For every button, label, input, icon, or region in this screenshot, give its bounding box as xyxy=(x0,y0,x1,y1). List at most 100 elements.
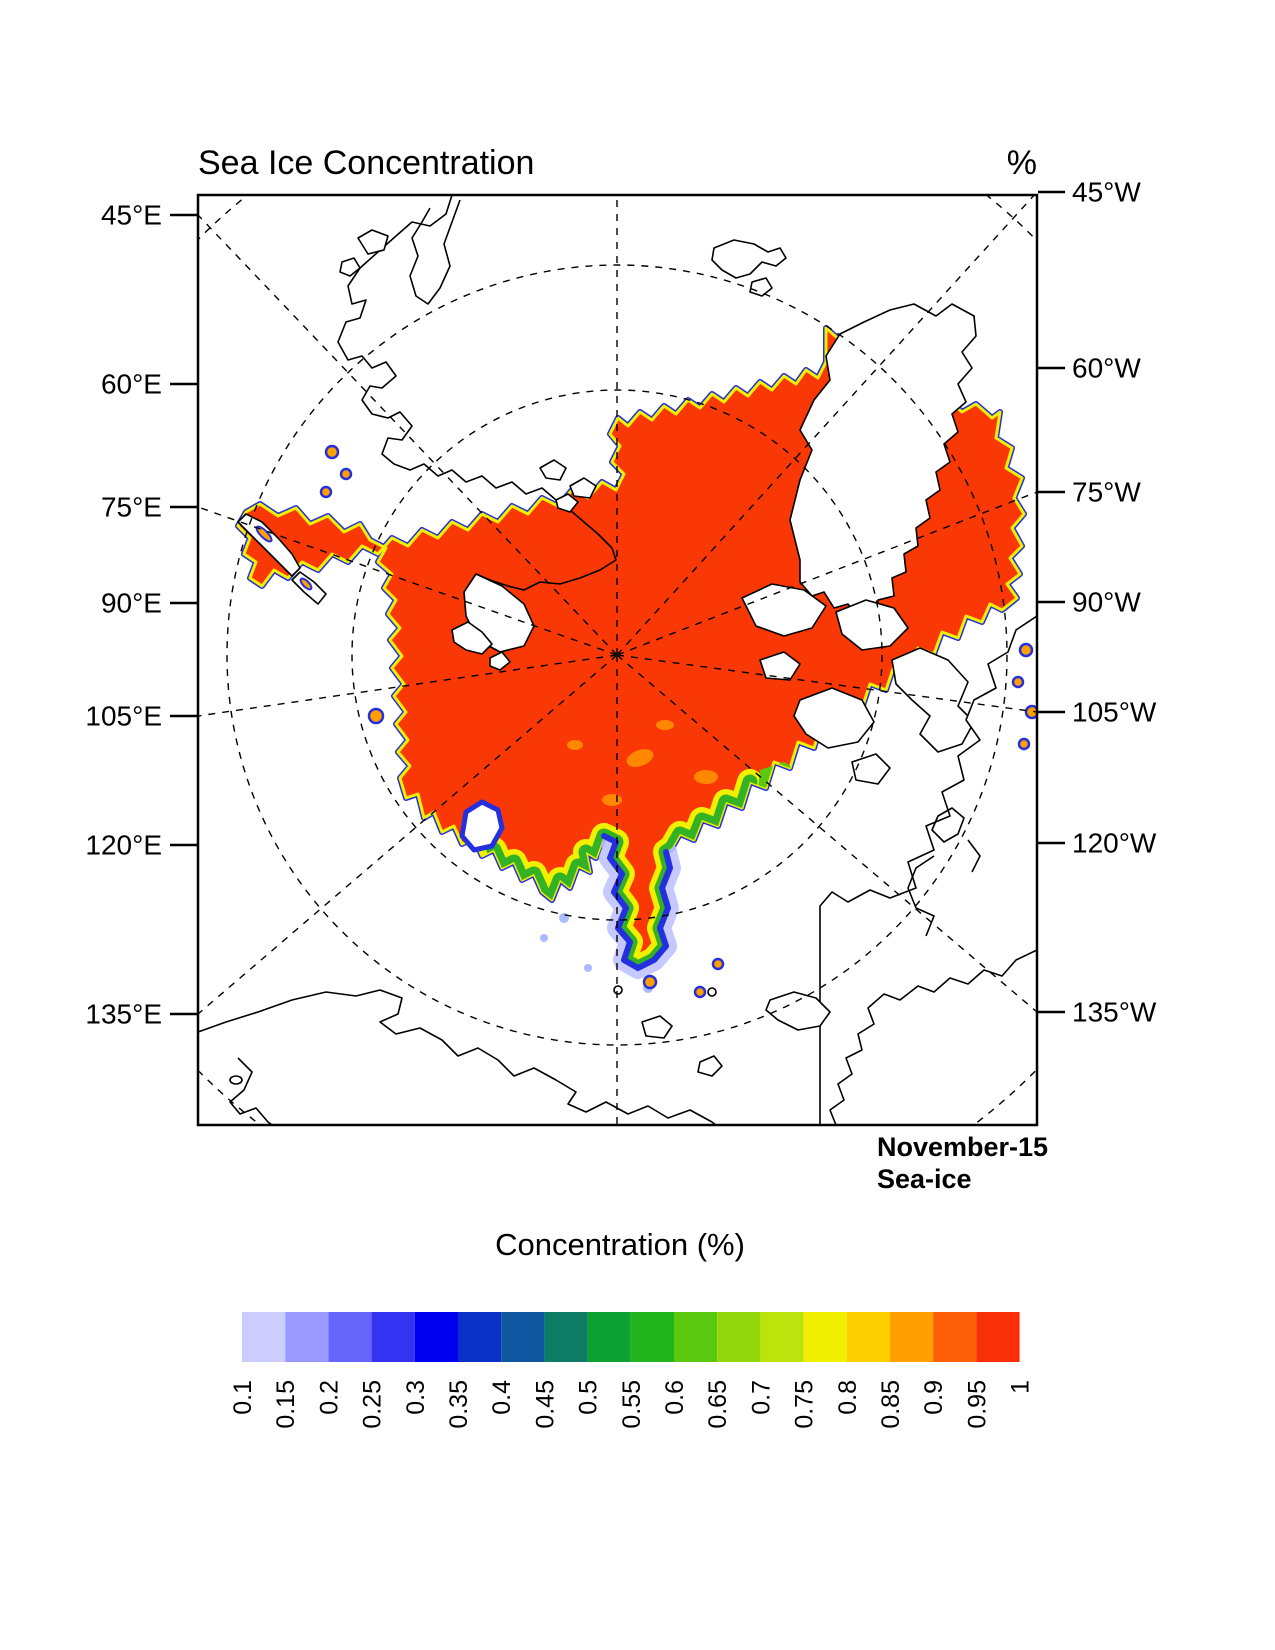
island-barents-2 xyxy=(339,257,361,277)
legend-label-10: 0.6 xyxy=(661,1380,689,1415)
map-frame xyxy=(196,193,1039,1127)
island-king-william xyxy=(851,753,891,785)
units-label: % xyxy=(1007,144,1037,182)
axis-label-75w: 75°W xyxy=(1072,477,1141,508)
coastline-hudson-bay xyxy=(907,855,935,937)
legend-label-15: 0.85 xyxy=(877,1380,905,1429)
legend-cell-4 xyxy=(414,1312,458,1362)
legend-cell-5 xyxy=(458,1312,502,1362)
meridian-lines xyxy=(198,195,1037,1125)
axis-label-45e: 45°E xyxy=(101,200,162,231)
island-severnaya-zemlya-1 xyxy=(451,621,493,655)
island-ellesmere xyxy=(741,583,827,637)
left-axis-labels: 45°E 60°E 75°E 90°E 105°E 120°E 135°E xyxy=(85,200,162,1030)
annotation-date: November-15 xyxy=(877,1132,1048,1162)
axis-label-90w: 90°W xyxy=(1072,587,1141,618)
coastline-chukotka xyxy=(198,989,717,1125)
island-franz-josef-1 xyxy=(539,459,567,481)
coastline-scandinavia-russia xyxy=(337,195,617,591)
island-nunivak xyxy=(697,1055,723,1077)
legend-label-13: 0.75 xyxy=(791,1380,819,1429)
legend-label-12: 0.7 xyxy=(747,1380,775,1415)
legend-cell-13 xyxy=(803,1312,847,1362)
coastline-gulf-of-bothnia xyxy=(409,199,461,305)
legend-label-6: 0.4 xyxy=(488,1380,516,1415)
right-axis xyxy=(1038,190,1065,1014)
island-devon xyxy=(835,599,909,651)
map-canvas xyxy=(198,195,1037,1125)
novaya-zemlya-ice-slivers xyxy=(255,525,313,591)
axis-label-135e: 135°E xyxy=(85,999,162,1030)
legend-label-5: 0.35 xyxy=(445,1380,473,1429)
island-king xyxy=(707,987,717,997)
island-prince-patrick xyxy=(759,651,801,681)
legend-label-7: 0.45 xyxy=(531,1380,559,1429)
legend-label-8: 0.5 xyxy=(575,1380,603,1415)
legend-tick-labels: 0.1 0.15 0.2 0.25 0.3 0.35 0.4 0.45 0.5 … xyxy=(229,1380,1035,1429)
axis-label-105e: 105°E xyxy=(85,701,162,732)
latitude-circle-80n xyxy=(351,389,883,921)
legend-label-14: 0.8 xyxy=(834,1380,862,1415)
island-diomede xyxy=(613,985,623,995)
legend-label-18: 1 xyxy=(1007,1380,1035,1394)
right-axis-labels: 45°W 60°W 75°W 90°W 105°W 120°W 135°W xyxy=(1072,177,1157,1028)
axis-label-90e: 90°E xyxy=(101,588,162,619)
island-wrangel xyxy=(459,799,505,853)
legend-label-11: 0.65 xyxy=(704,1380,732,1429)
land-masses xyxy=(198,195,1037,1125)
legend-title: Concentration (%) xyxy=(495,1227,745,1262)
legend-cell-3 xyxy=(371,1312,415,1362)
legend-cell-14 xyxy=(846,1312,890,1362)
legend-cell-16 xyxy=(933,1312,977,1362)
island-baffin xyxy=(891,647,975,753)
legend-cell-15 xyxy=(890,1312,934,1362)
legend-label-16: 0.9 xyxy=(920,1380,948,1415)
legend-cell-17 xyxy=(976,1312,1020,1362)
island-st-lawrence xyxy=(641,1015,673,1039)
bering-bay-blue-contour xyxy=(601,833,673,971)
legend-label-2: 0.2 xyxy=(315,1380,343,1415)
coastline-kamchatka xyxy=(229,1057,273,1125)
legend-label-17: 0.95 xyxy=(963,1380,991,1429)
axis-label-75e: 75°E xyxy=(101,492,162,523)
page-title: Sea Ice Concentration xyxy=(198,144,534,182)
latitude-circle-75n xyxy=(226,264,1008,1046)
axis-label-135w: 135°W xyxy=(1072,997,1157,1028)
legend-cell-11 xyxy=(717,1312,761,1362)
legend-label-0: 0.1 xyxy=(229,1380,257,1415)
legend-cell-10 xyxy=(674,1312,718,1362)
island-barents-1 xyxy=(357,229,389,255)
legend-cell-6 xyxy=(501,1312,545,1362)
axis-label-45w: 45°W xyxy=(1072,177,1141,208)
coastline-foxe-basin xyxy=(967,839,981,873)
legend-cell-8 xyxy=(587,1312,631,1362)
graticule xyxy=(198,195,1037,1125)
legend-label-9: 0.55 xyxy=(618,1380,646,1429)
legend-colorbar xyxy=(242,1312,1020,1362)
chukchi-yellow-patch xyxy=(770,770,798,794)
island-victoria xyxy=(793,687,875,749)
legend-cell-0 xyxy=(242,1312,286,1362)
axis-label-105w: 105°W xyxy=(1072,697,1157,728)
island-franz-josef-3 xyxy=(555,493,579,513)
legend-cell-2 xyxy=(328,1312,372,1362)
legend-cell-12 xyxy=(760,1312,804,1362)
coastline-alaska xyxy=(829,949,1037,1125)
legend-cell-7 xyxy=(544,1312,588,1362)
axis-label-60w: 60°W xyxy=(1072,353,1141,384)
island-franz-josef-2 xyxy=(569,477,597,499)
legend-label-4: 0.3 xyxy=(402,1380,430,1415)
axis-label-120w: 120°W xyxy=(1072,828,1157,859)
island-svalbard-south xyxy=(749,277,773,297)
chukchi-green-patch xyxy=(758,762,806,806)
legend-cell-1 xyxy=(285,1312,329,1362)
isolated-ice-specks xyxy=(319,444,1037,999)
left-axis xyxy=(170,213,197,1016)
legend-label-1: 0.15 xyxy=(272,1380,300,1429)
island-severnaya-zemlya-2 xyxy=(489,651,511,671)
annotation-variable: Sea-ice xyxy=(877,1164,972,1194)
axis-label-120e: 120°E xyxy=(85,830,162,861)
land-mainland-canada xyxy=(819,615,1037,1125)
island-southampton xyxy=(931,807,965,843)
